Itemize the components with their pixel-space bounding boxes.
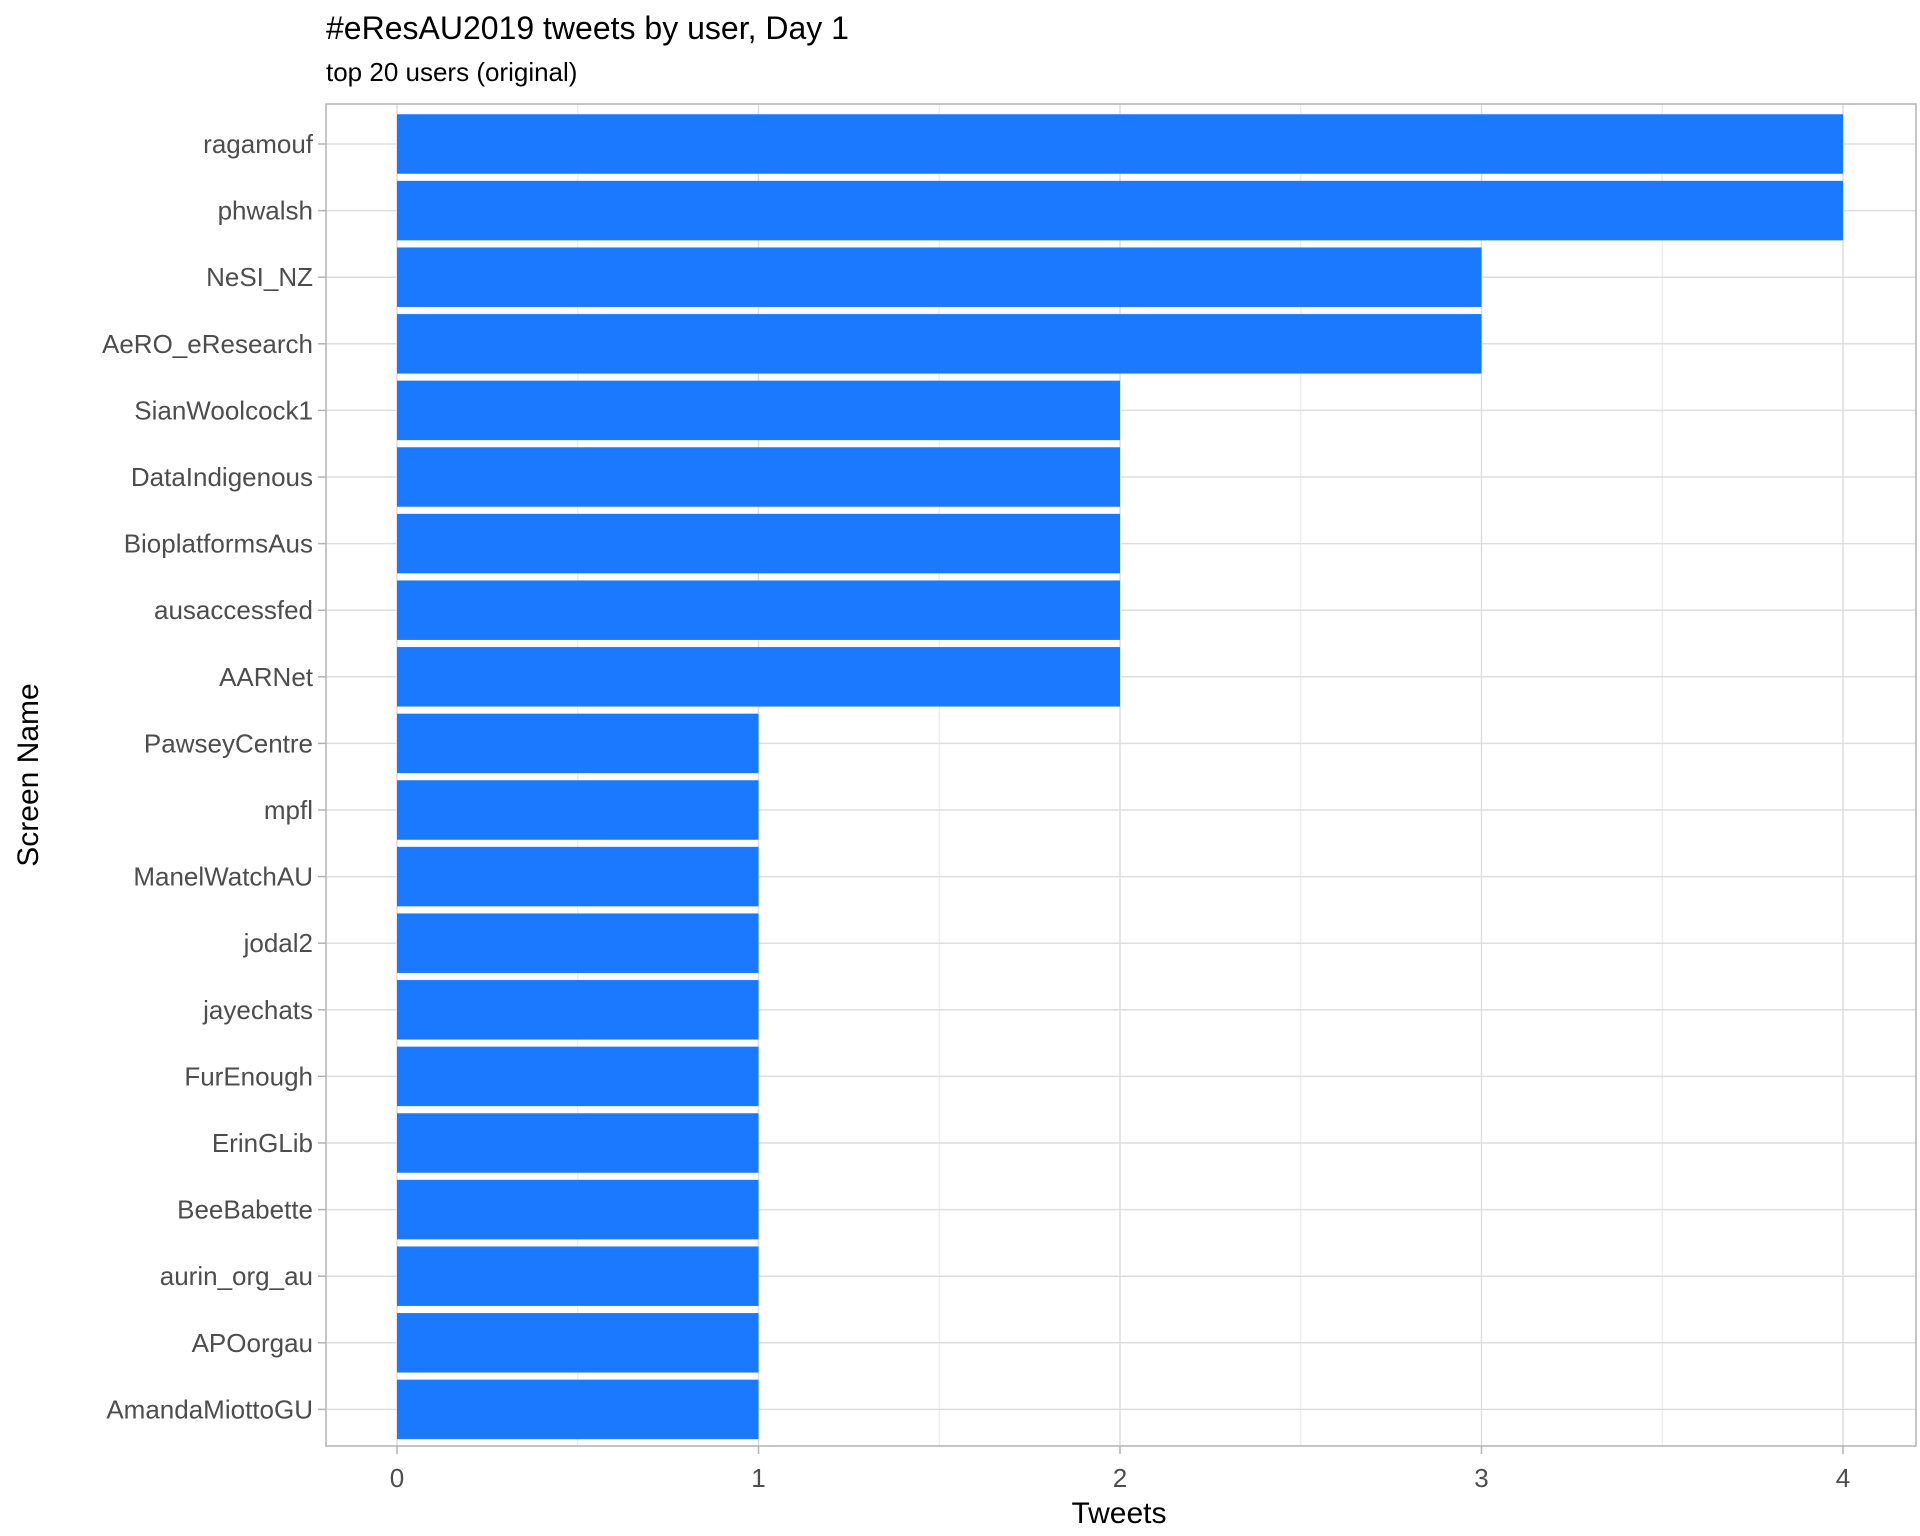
bar-ausaccessfed (397, 580, 1120, 640)
y-tick-label: AmandaMiottoGU (106, 1394, 313, 1424)
y-tick-label: FurEnough (184, 1061, 313, 1091)
y-tick-label: AARNet (219, 662, 314, 692)
y-tick-labels: ragamouf phwalsh NeSI_NZ AeRO_eResearch Sian… (102, 129, 314, 1424)
y-tick-label: AeRO_eResearch (102, 329, 313, 359)
bar-APOorgau (397, 1313, 759, 1373)
x-tick-label: 2 (1113, 1463, 1127, 1493)
x-tick-label: 4 (1836, 1463, 1850, 1493)
bar-BeeBabette (397, 1179, 759, 1240)
plot-border (325, 103, 1917, 1447)
y-tick-label: mpfl (264, 795, 313, 825)
bar-mpfl (397, 780, 759, 840)
x-axis-label: Tweets (1071, 1497, 1166, 1530)
y-tick-label: jayechats (202, 995, 313, 1025)
y-tick-label: ausaccessfed (154, 595, 313, 625)
y-tick-label: ragamouf (203, 129, 314, 159)
y-tick-label: phwalsh (218, 196, 313, 226)
y-tick-label: ErinGLib (212, 1128, 313, 1158)
bar-AmandaMiottoGU (397, 1379, 759, 1440)
bar-AeRO_eResearch (397, 314, 1482, 374)
y-axis-label: Screen Name (12, 683, 45, 866)
chart-subtitle: top 20 users (original) (326, 57, 578, 87)
y-tick-label: BeeBabette (177, 1195, 313, 1225)
bar-PawseyCentre (397, 713, 759, 774)
y-tick-label: BioplatformsAus (124, 529, 313, 559)
bar-AARNet (397, 647, 1120, 707)
y-tick-marks (318, 143, 326, 1411)
x-tick-label: 3 (1474, 1463, 1488, 1493)
bar-jayechats (397, 980, 759, 1040)
x-tick-label: 0 (390, 1463, 404, 1493)
bar-SianWoolcock1 (397, 380, 1120, 441)
bar-ragamouf (397, 114, 1843, 174)
y-tick-label: ManelWatchAU (133, 862, 313, 892)
bar-FurEnough (397, 1046, 759, 1107)
y-tick-label: PawseyCentre (144, 728, 313, 758)
bar-ManelWatchAU (397, 846, 759, 907)
bar-aurin_org_au (397, 1246, 759, 1306)
bar-jodal2 (397, 913, 759, 973)
y-tick-label: APOorgau (192, 1328, 313, 1358)
y-tick-label: jodal2 (243, 928, 313, 958)
x-tick-marks (396, 1446, 1844, 1454)
y-tick-label: aurin_org_au (160, 1261, 313, 1291)
bar-DataIndigenous (397, 447, 1120, 507)
bar-NeSI_NZ (397, 247, 1482, 307)
y-tick-label: DataIndigenous (131, 462, 313, 492)
bars (397, 114, 1843, 1440)
x-tick-label: 1 (751, 1463, 765, 1493)
bar-phwalsh (397, 180, 1843, 241)
bar-ErinGLib (397, 1113, 759, 1173)
x-tick-labels: 0 1 2 3 4 (390, 1463, 1850, 1493)
y-tick-label: NeSI_NZ (206, 262, 313, 292)
chart-title: #eResAU2019 tweets by user, Day 1 (326, 10, 849, 46)
bar-BioplatformsAus (397, 513, 1120, 574)
y-tick-label: SianWoolcock1 (134, 395, 313, 425)
